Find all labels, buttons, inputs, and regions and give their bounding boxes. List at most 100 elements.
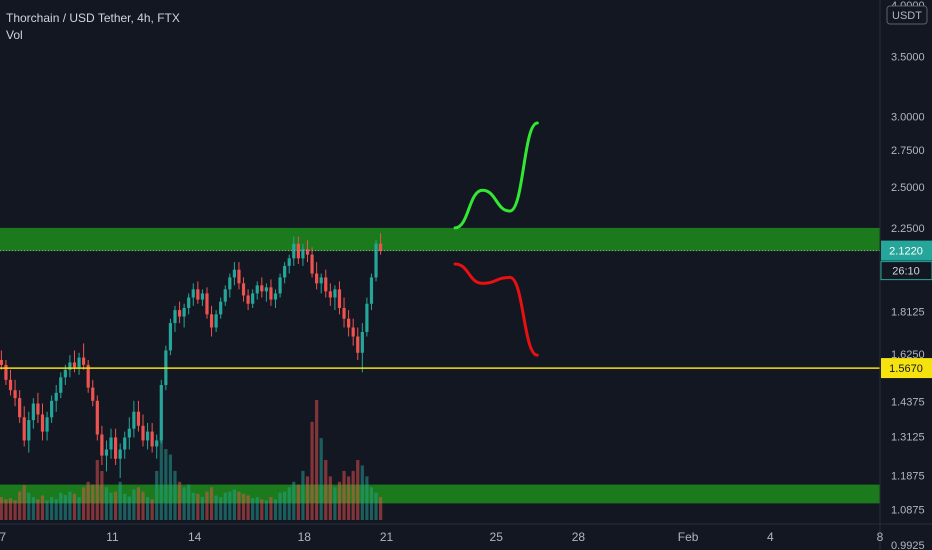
candle-body bbox=[214, 314, 218, 328]
time-tick-label: 14 bbox=[188, 530, 202, 544]
volume-bar bbox=[342, 470, 346, 520]
drawing-layer[interactable] bbox=[453, 121, 539, 357]
currency-label: USDT bbox=[892, 10, 922, 22]
time-tick-label: 11 bbox=[106, 530, 119, 544]
candle-body bbox=[196, 289, 200, 300]
candle-body bbox=[273, 293, 278, 300]
candle-body bbox=[374, 243, 378, 278]
candle-body bbox=[177, 310, 182, 317]
candle-body bbox=[45, 417, 49, 432]
time-tick-label: 7 bbox=[0, 530, 6, 544]
volume-bar bbox=[54, 499, 58, 520]
volume-bar bbox=[104, 487, 109, 520]
volume-bar bbox=[127, 496, 131, 520]
candle-body bbox=[63, 369, 67, 378]
candle-body bbox=[31, 403, 35, 421]
volume-bar bbox=[86, 481, 90, 520]
candle-body bbox=[100, 434, 104, 456]
volume-bar bbox=[251, 498, 255, 520]
time-tick-label: 25 bbox=[490, 530, 504, 544]
candle-body bbox=[246, 295, 250, 304]
candle-body bbox=[237, 269, 241, 284]
volume-bar bbox=[136, 487, 141, 520]
volume-bar bbox=[273, 499, 278, 520]
volume-bar bbox=[200, 497, 205, 520]
candle-body bbox=[241, 283, 246, 296]
price-tick-label: 2.7500 bbox=[891, 145, 925, 157]
volume-bar bbox=[337, 481, 342, 520]
volume-bar bbox=[205, 491, 209, 520]
candle-body bbox=[251, 293, 255, 304]
price-labels-layer: USDT 2.1220 26:10 1.5670 bbox=[880, 5, 932, 379]
zones-layer bbox=[0, 227, 880, 504]
candle-body bbox=[347, 318, 351, 328]
candle-body bbox=[136, 411, 141, 426]
volume-bar bbox=[155, 470, 159, 520]
candle-body bbox=[337, 289, 342, 308]
lines-layer bbox=[0, 250, 880, 369]
volume-bar bbox=[360, 465, 364, 520]
candle-body bbox=[168, 323, 173, 351]
countdown-label: 26:10 bbox=[892, 266, 920, 278]
volume-bar bbox=[351, 470, 355, 520]
volume-bar bbox=[141, 491, 145, 520]
volume-indicator-label[interactable]: Vol bbox=[6, 28, 23, 42]
candle-body bbox=[205, 293, 209, 315]
candle-body bbox=[4, 364, 8, 380]
volume-bar bbox=[40, 495, 45, 520]
volume-bar bbox=[333, 487, 337, 520]
volume-bar bbox=[287, 487, 291, 520]
volume-bar bbox=[45, 500, 49, 520]
candle-body bbox=[104, 449, 109, 456]
candle-body bbox=[109, 437, 113, 450]
candle-body bbox=[360, 331, 364, 353]
currency-badge bbox=[886, 5, 928, 25]
volume-bar bbox=[319, 438, 323, 520]
candle-body bbox=[123, 437, 127, 450]
candle-body bbox=[283, 265, 287, 278]
volume-bar bbox=[214, 495, 218, 520]
volume-bar bbox=[113, 491, 118, 520]
volume-bar bbox=[109, 492, 113, 520]
volume-bar bbox=[95, 460, 99, 520]
price-tick-label: 2.2500 bbox=[891, 223, 925, 235]
symbol-title[interactable]: Thorchain / USD Tether, 4h, FTX bbox=[6, 11, 180, 25]
candle-body bbox=[260, 285, 264, 292]
candle-body bbox=[22, 417, 26, 441]
price-tick-label: 1.3125 bbox=[891, 432, 925, 444]
volume-bar bbox=[365, 476, 369, 520]
candle-body bbox=[209, 314, 214, 328]
candle-body bbox=[324, 277, 328, 292]
volume-bar bbox=[132, 489, 136, 520]
time-tick-label: 4 bbox=[767, 530, 774, 544]
candle-body bbox=[113, 437, 118, 459]
candle-body bbox=[86, 364, 90, 388]
time-axis[interactable]: 7 11 14 18 21 25 28 Feb 4 8 bbox=[0, 530, 884, 544]
volume-bar bbox=[27, 492, 31, 520]
volume-bar bbox=[379, 497, 383, 520]
candle-body bbox=[118, 449, 122, 459]
candle-body bbox=[301, 249, 305, 259]
candle-body bbox=[155, 440, 159, 447]
volume-bar bbox=[72, 493, 77, 520]
volume-bar bbox=[36, 499, 40, 520]
volume-bar bbox=[173, 470, 177, 520]
candle-body bbox=[296, 243, 300, 259]
volume-bar bbox=[278, 492, 282, 520]
volume-bar bbox=[196, 493, 200, 520]
volume-bar bbox=[13, 500, 17, 520]
horizontal-line-badge bbox=[881, 358, 932, 379]
volume-layer bbox=[0, 400, 383, 520]
volume-bar bbox=[22, 485, 26, 520]
candle-body bbox=[159, 384, 163, 441]
volume-bar bbox=[168, 454, 173, 520]
candle-body bbox=[132, 411, 136, 429]
candle-body bbox=[255, 285, 259, 294]
current-price-badge bbox=[881, 240, 932, 261]
candle-body bbox=[50, 400, 54, 418]
bullish-projection-path bbox=[453, 121, 539, 230]
candle-body bbox=[150, 431, 154, 447]
volume-bar bbox=[150, 499, 154, 520]
price-tick-label: 1.1875 bbox=[891, 471, 925, 483]
